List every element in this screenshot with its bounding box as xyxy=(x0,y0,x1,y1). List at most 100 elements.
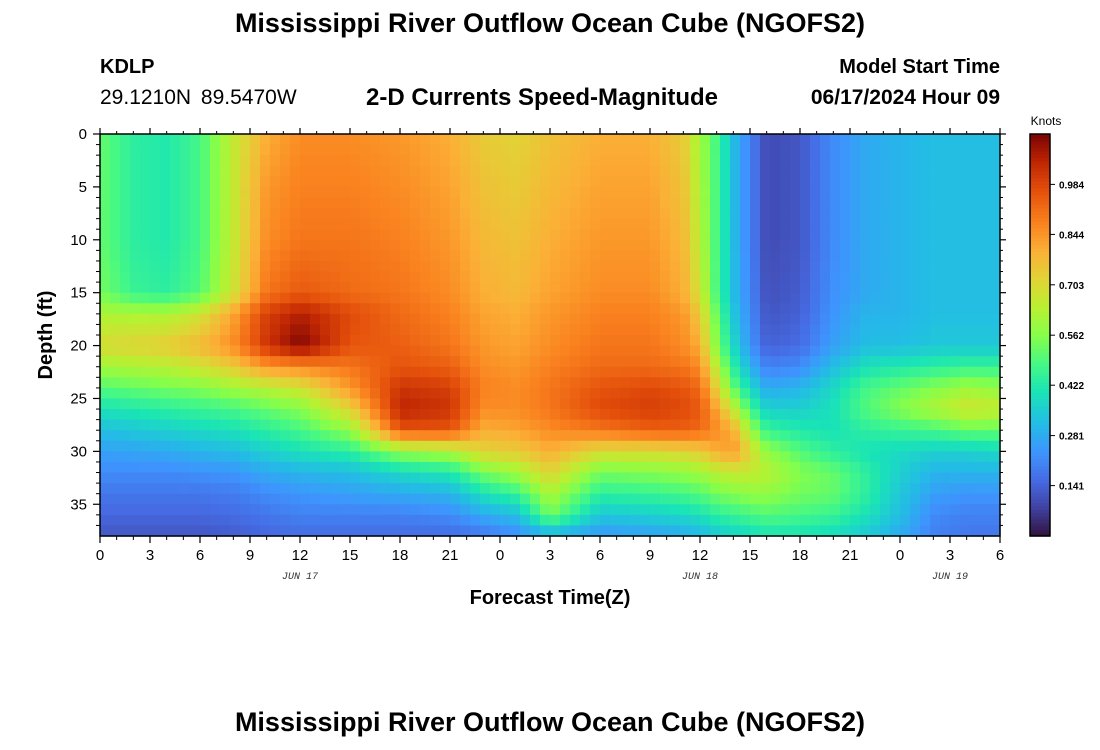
heatmap-cell xyxy=(760,366,771,378)
heatmap-cell xyxy=(650,472,661,484)
heatmap-cell xyxy=(550,260,561,273)
heatmap-cell xyxy=(410,155,421,167)
heatmap-cell xyxy=(500,324,511,336)
colorbar-unit: Knots xyxy=(1031,114,1062,128)
heatmap-cell xyxy=(550,366,561,378)
heatmap-cell xyxy=(940,377,951,389)
heatmap-cell xyxy=(930,165,941,177)
heatmap-cell xyxy=(920,155,931,167)
heatmap-cell xyxy=(720,218,731,230)
heatmap-cell xyxy=(840,134,851,146)
heatmap-cell xyxy=(850,208,861,220)
heatmap-cell xyxy=(490,176,501,188)
heatmap-cell xyxy=(590,197,601,209)
heatmap-cell xyxy=(100,472,111,484)
heatmap-cell xyxy=(970,282,981,294)
heatmap-cell xyxy=(310,292,321,304)
heatmap-cell xyxy=(520,377,531,389)
heatmap-cell xyxy=(770,335,781,347)
heatmap-cell xyxy=(590,504,601,516)
heatmap-cell xyxy=(750,356,761,368)
heatmap-cell xyxy=(100,377,111,389)
heatmap-cell xyxy=(970,514,981,527)
heatmap-cell xyxy=(260,239,271,251)
heatmap-cell xyxy=(270,525,281,537)
heatmap-cell xyxy=(760,282,771,294)
colorbar-segment xyxy=(1030,190,1050,195)
heatmap-cell xyxy=(740,271,751,283)
heatmap-cell xyxy=(550,250,561,262)
heatmap-cell xyxy=(980,134,991,146)
heatmap-cell xyxy=(310,366,321,378)
heatmap-cell xyxy=(590,165,601,177)
heatmap-cell xyxy=(740,144,751,156)
heatmap-cell xyxy=(910,356,921,368)
heatmap-cell xyxy=(800,208,811,220)
heatmap-cell xyxy=(370,186,381,199)
heatmap-cell xyxy=(590,514,601,527)
heatmap-cell xyxy=(650,218,661,230)
heatmap-cell xyxy=(170,461,181,474)
heatmap-cell xyxy=(870,387,881,400)
heatmap-cell xyxy=(740,419,751,431)
heatmap-cell xyxy=(980,239,991,251)
heatmap-cell xyxy=(920,461,931,474)
colorbar-segment xyxy=(1030,438,1050,443)
heatmap-cell xyxy=(590,324,601,336)
heatmap-cell xyxy=(670,345,681,357)
colorbar-tick-label: 0.141 xyxy=(1059,482,1084,493)
heatmap-cell xyxy=(610,483,621,495)
heatmap-cell xyxy=(210,366,221,378)
heatmap-cell xyxy=(340,525,351,537)
heatmap-cell xyxy=(200,165,211,177)
heatmap-cell xyxy=(300,366,311,378)
heatmap-cell xyxy=(950,356,961,368)
heatmap-cell xyxy=(760,176,771,188)
x-tick-label: 0 xyxy=(496,547,504,564)
heatmap-cell xyxy=(330,504,341,516)
heatmap-cell xyxy=(630,186,641,199)
heatmap-cell xyxy=(610,461,621,474)
heatmap-cell xyxy=(790,335,801,347)
heatmap-cell xyxy=(440,345,451,357)
heatmap-cell xyxy=(160,250,171,262)
heatmap-cell xyxy=(330,134,341,146)
heatmap-cell xyxy=(990,313,1001,326)
heatmap-cell xyxy=(430,377,441,389)
heatmap-cell xyxy=(480,165,491,177)
heatmap-cell xyxy=(860,292,871,304)
heatmap-cell xyxy=(310,229,321,241)
heatmap-cell xyxy=(200,335,211,347)
heatmap-cell xyxy=(340,493,351,505)
heatmap-cell xyxy=(120,419,131,431)
heatmap-cell xyxy=(260,260,271,273)
heatmap-cell xyxy=(900,239,911,251)
heatmap-cell xyxy=(560,377,571,389)
heatmap-cell xyxy=(780,165,791,177)
heatmap-cell xyxy=(810,186,821,199)
heatmap-cell xyxy=(340,345,351,357)
heatmap-cell xyxy=(640,303,651,315)
heatmap-cell xyxy=(240,440,251,452)
heatmap-cell xyxy=(180,239,191,251)
heatmap-cell xyxy=(800,260,811,273)
heatmap-cell xyxy=(150,239,161,251)
heatmap-cell xyxy=(320,271,331,283)
heatmap-cell xyxy=(240,134,251,146)
heatmap-cell xyxy=(720,514,731,527)
heatmap-cell xyxy=(290,282,301,294)
heatmap-cell xyxy=(340,377,351,389)
heatmap-cell xyxy=(220,186,231,199)
heatmap-cell xyxy=(710,292,721,304)
heatmap-cell xyxy=(410,271,421,283)
heatmap-cell xyxy=(230,356,241,368)
heatmap-cell xyxy=(180,165,191,177)
heatmap-cell xyxy=(250,430,261,442)
heatmap-cell xyxy=(450,186,461,199)
heatmap-cell xyxy=(620,282,631,294)
heatmap-cell xyxy=(480,398,491,410)
heatmap-cell xyxy=(520,260,531,273)
heatmap-cell xyxy=(550,271,561,283)
heatmap-cell xyxy=(150,197,161,209)
heatmap-cell xyxy=(370,197,381,209)
